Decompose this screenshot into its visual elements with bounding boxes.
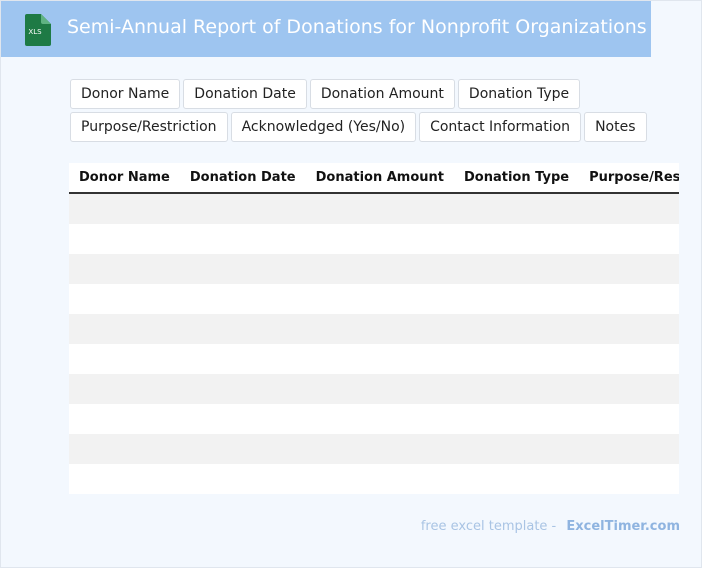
field-chip[interactable]: Purpose/Restriction xyxy=(70,112,228,142)
table: Donor Name Donation Date Donation Amount Do… xyxy=(69,163,679,494)
table-row xyxy=(69,374,679,404)
table-row xyxy=(69,344,679,374)
column-header: Donation Amount xyxy=(315,170,445,185)
icon-label: XLS xyxy=(28,28,42,36)
column-header: Donation Date xyxy=(189,170,296,185)
field-chip[interactable]: Donor Name xyxy=(70,79,181,109)
field-chips: Donor Name Donation Date Donation Amount Do… xyxy=(70,79,670,142)
field-chip[interactable]: Notes xyxy=(584,112,647,142)
file-icon: XLS xyxy=(25,14,51,46)
table-row xyxy=(69,314,679,344)
field-chip[interactable]: Donation Type xyxy=(457,79,581,109)
field-chip[interactable]: Acknowledged (Yes/No) xyxy=(230,112,417,142)
table-row xyxy=(69,464,679,494)
title: Semi-Annual Report of Donations for Nonp… xyxy=(67,16,647,38)
table-row xyxy=(69,284,679,314)
table-row xyxy=(69,434,679,464)
column-header: Donor Name xyxy=(79,170,170,185)
footer: free excel template - ExcelTimer.com xyxy=(421,519,680,534)
table-row xyxy=(69,404,679,434)
footer-text: free excel template - xyxy=(420,519,561,534)
field-chip[interactable]: Contact Information xyxy=(419,112,582,142)
table-row xyxy=(69,224,679,254)
table-row xyxy=(69,254,679,284)
table-header: Donor Name Donation Date Donation Amount Do… xyxy=(69,163,679,194)
column-header: Donation Type xyxy=(464,170,570,185)
table-row xyxy=(69,194,679,224)
header-bar: XLS Semi-Annual Report of Donations for … xyxy=(1,1,651,57)
footer-brand[interactable]: ExcelTimer.com xyxy=(566,519,680,534)
column-header: Purpose/Restriction xyxy=(589,170,679,185)
field-chip[interactable]: Donation Amount xyxy=(309,79,455,109)
field-chip[interactable]: Donation Date xyxy=(183,79,307,109)
